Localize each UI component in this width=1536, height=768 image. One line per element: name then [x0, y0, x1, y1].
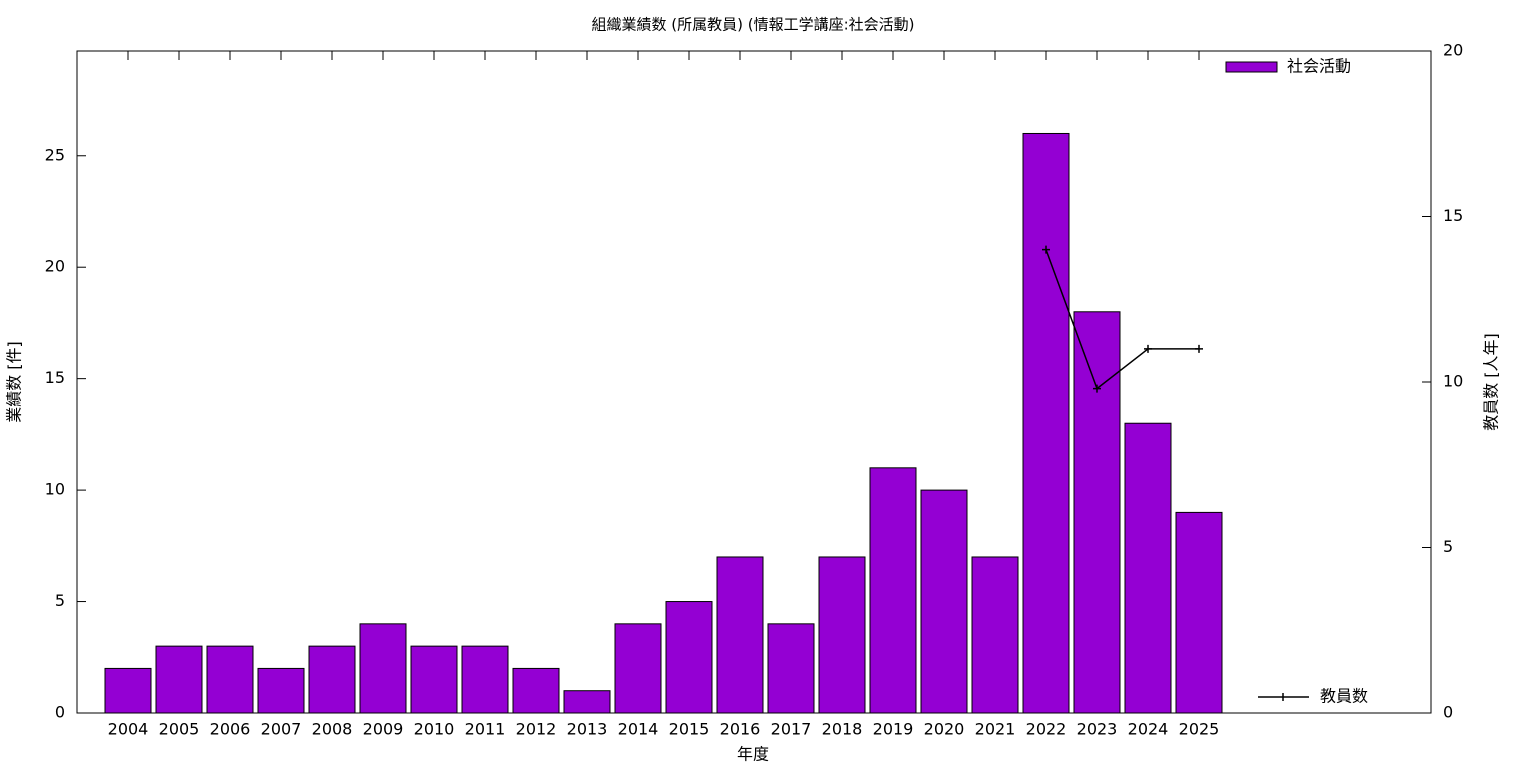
point-marker — [1093, 384, 1101, 393]
bar — [512, 667, 560, 714]
bar — [920, 489, 968, 714]
y-tick-label: 20 — [45, 257, 65, 276]
x-tick-label: 2024 — [1128, 720, 1169, 739]
legend-swatch — [1225, 61, 1278, 73]
x-tick-label: 2010 — [414, 720, 455, 739]
bar — [614, 623, 662, 714]
x-tick-label: 2005 — [159, 720, 200, 739]
x-tick-label: 2009 — [363, 720, 404, 739]
x-tick-label: 2020 — [924, 720, 965, 739]
point-marker — [1195, 344, 1203, 353]
bar — [563, 690, 611, 714]
bar — [1022, 132, 1070, 714]
bar — [818, 556, 866, 714]
chart-title: 組織業績数 (所属教員) (情報工学講座:社会活動) — [591, 16, 914, 34]
x-tick-label: 2015 — [669, 720, 710, 739]
x-tick-label: 2011 — [465, 720, 506, 739]
point-marker — [1144, 344, 1152, 353]
y2-tick-label: 0 — [1443, 703, 1453, 722]
y-tick-label: 25 — [45, 145, 65, 164]
bar — [308, 645, 356, 714]
x-tick-label: 2012 — [516, 720, 557, 739]
bar — [410, 645, 458, 714]
x-tick-label: 2007 — [261, 720, 302, 739]
bar — [104, 667, 152, 714]
line — [1045, 249, 1199, 390]
x-tick-label: 2023 — [1077, 720, 1118, 739]
x-tick-label: 2022 — [1026, 720, 1067, 739]
y-tick-label: 5 — [55, 591, 65, 610]
y2-tick-label: 10 — [1443, 372, 1463, 391]
bar — [206, 645, 254, 714]
x-tick-label: 2018 — [822, 720, 863, 739]
y2-axis-label: 教員数 [人年] — [1482, 333, 1501, 431]
bar — [869, 467, 917, 714]
point-marker — [1042, 245, 1050, 254]
x-tick-label: 2004 — [108, 720, 149, 739]
y-tick-label: 10 — [45, 480, 65, 499]
x-tick-label: 2019 — [873, 720, 914, 739]
bar — [1124, 422, 1172, 714]
x-tick-label: 2013 — [567, 720, 608, 739]
x-tick-label: 2014 — [618, 720, 659, 739]
x-tick-label: 2008 — [312, 720, 353, 739]
bar — [716, 556, 764, 714]
y-axis-label: 業績数 [件] — [5, 341, 24, 423]
y2-tick-label: 15 — [1443, 206, 1463, 225]
bar — [461, 645, 509, 714]
y2-tick-label: 20 — [1443, 41, 1463, 60]
x-tick-label: 2006 — [210, 720, 251, 739]
x-tick-label: 2016 — [720, 720, 761, 739]
bar — [257, 667, 305, 714]
y-tick-label: 0 — [55, 703, 65, 722]
bar — [359, 623, 407, 714]
legend-label: 教員数 — [1320, 687, 1368, 706]
x-tick-label: 2021 — [975, 720, 1016, 739]
bar — [665, 601, 713, 714]
x-tick-label: 2025 — [1179, 720, 1220, 739]
bar — [767, 623, 815, 714]
y2-tick-label: 5 — [1443, 537, 1453, 556]
bar — [1175, 511, 1223, 714]
bar — [971, 556, 1019, 714]
x-tick-label: 2017 — [771, 720, 812, 739]
y-tick-label: 15 — [45, 368, 65, 387]
bar — [155, 645, 203, 714]
legend-label: 社会活動 — [1287, 57, 1351, 76]
x-axis-label: 年度 — [737, 745, 769, 764]
bar — [1073, 311, 1121, 714]
